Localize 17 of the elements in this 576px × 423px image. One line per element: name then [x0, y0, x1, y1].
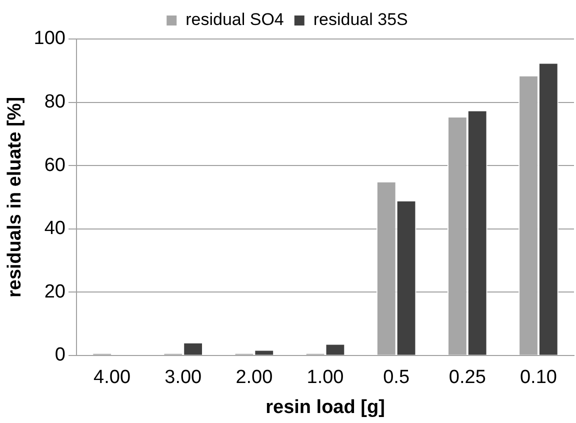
x-tick-label: 1.00: [306, 367, 344, 388]
x-tick-label: 4.00: [94, 367, 131, 388]
legend-label: residual 35S: [313, 10, 408, 30]
x-axis-title: resin load [g]: [266, 396, 385, 418]
y-tick-label: 0: [54, 344, 66, 366]
y-tick-label: 40: [44, 218, 66, 240]
x-tick-label: 0.10: [520, 367, 557, 388]
x-tick-label: 0.25: [448, 367, 486, 388]
x-tick-label: 0.5: [383, 367, 410, 388]
y-tick-label: 100: [34, 28, 66, 50]
legend-label: residual SO4: [186, 10, 284, 30]
x-tick-label: 2.00: [236, 367, 273, 388]
x-tick-label: 3.00: [164, 367, 202, 388]
y-tick-label: 80: [44, 92, 66, 113]
y-tick-label: 60: [44, 154, 66, 176]
y-axis-title: residuals in eluate [%]: [4, 96, 26, 298]
y-tick-label: 20: [44, 281, 66, 302]
